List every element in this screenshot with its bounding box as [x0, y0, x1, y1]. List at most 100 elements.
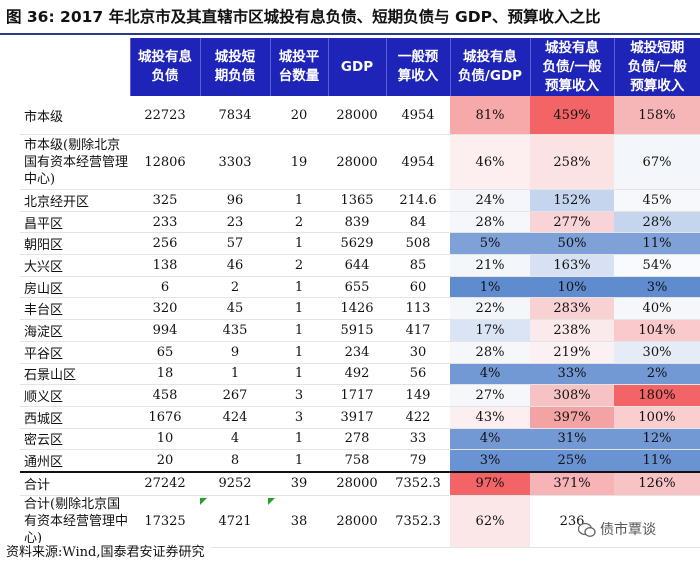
title-divider [0, 33, 700, 35]
table-row: 市本级(剔除北京国有资本经营管理中心) 12806 3303 19 28000 4954 4… [20, 134, 700, 190]
cell-rev: 84 [386, 211, 450, 234]
figure-title: 图 36: 2017 年北京市及其直辖市区城投有息负债、短期负债与 GDP、预算… [6, 8, 601, 26]
cell-rev: 56 [386, 363, 450, 386]
table-row: 朝阳区 256 57 1 5629 508 5% 50% 11% [20, 232, 700, 256]
header-corner [20, 38, 130, 96]
ratio-cell: 283% [530, 297, 614, 321]
cell-short: 9 [200, 341, 270, 364]
cell-short: 3303 [200, 134, 270, 190]
ratio-cell: 219% [530, 341, 614, 364]
table-row: 市本级 22723 7834 20 28000 4954 81% 459% 158% [20, 96, 700, 135]
cell-count: 3 [270, 384, 328, 407]
ratio-cell: 104% [614, 319, 700, 342]
ratio-cell: 67% [614, 134, 700, 190]
ratio-cell: 397% [530, 406, 614, 429]
cell-short: 96 [200, 189, 270, 212]
row-label: 市本级(剔除北京国有资本经营管理中心) [20, 134, 130, 190]
cell-rev: 60 [386, 276, 450, 299]
ratio-cell: 5% [450, 232, 530, 256]
header-short-debt: 城投短 期负债 [199, 38, 270, 96]
cell-short: 45 [200, 297, 270, 321]
cell-gdp: 644 [328, 254, 386, 277]
cell-debt: 27242 [130, 470, 200, 496]
header-budget-revenue: 一般预 算收入 [385, 38, 450, 96]
ratio-cell: 2% [614, 363, 700, 386]
ratio-cell: 27% [450, 384, 530, 407]
cell-rev: 417 [386, 319, 450, 342]
cell-debt: 17325 [130, 495, 200, 548]
cell-short: 1 [200, 363, 270, 386]
ratio-cell: 277% [530, 211, 614, 234]
cell-debt: 256 [130, 232, 200, 256]
debt-ratio-table: 城投有息 负债 城投短 期负债 城投平 台数量 GDP 一般预 算收入 城投有息 负债/G… [20, 38, 700, 548]
ratio-cell: 126% [614, 470, 700, 496]
cell-short: 435 [200, 319, 270, 342]
ratio-cell: 11% [614, 449, 700, 473]
row-label: 石景山区 [20, 363, 130, 386]
table-row: 西城区 1676 424 3 3917 422 43% 397% 100% [20, 406, 700, 429]
cell-short: 46 [200, 254, 270, 277]
cell-gdp: 492 [328, 363, 386, 386]
cell-rev: 113 [386, 297, 450, 321]
ratio-cell: 180% [614, 384, 700, 407]
cell-gdp: 234 [328, 341, 386, 364]
ratio-cell: 17% [450, 319, 530, 342]
cell-gdp: 1426 [328, 297, 386, 321]
ratio-cell: 308% [530, 384, 614, 407]
row-label: 海淀区 [20, 319, 130, 342]
cell-rev: 422 [386, 406, 450, 429]
cell-debt: 6 [130, 276, 200, 299]
ratio-cell: 11% [614, 232, 700, 256]
cell-gdp: 5915 [328, 319, 386, 342]
cell-debt: 325 [130, 189, 200, 212]
ratio-cell: 12% [614, 428, 700, 451]
header-debt-revenue-ratio: 城投有息 负债/一般 预算收入 [529, 38, 614, 96]
cell-count: 39 [270, 470, 328, 496]
cell-short: 4 [200, 428, 270, 451]
cell-rev: 508 [386, 232, 450, 256]
cell-count: 2 [270, 254, 328, 277]
table-row: 房山区 6 2 1 655 60 1% 10% 3% [20, 276, 700, 299]
cell-count: 1 [270, 232, 328, 256]
ratio-cell: 97% [450, 470, 530, 496]
header-debt: 城投有息 负债 [129, 38, 200, 96]
ratio-cell: 3% [614, 276, 700, 299]
row-label: 合计(剔除北京国有资本经营管理中心) [20, 495, 130, 548]
cell-debt: 233 [130, 211, 200, 234]
row-label: 西城区 [20, 406, 130, 429]
table-row: 平谷区 65 9 1 234 30 28% 219% 30% [20, 341, 700, 364]
ratio-cell: 54% [614, 254, 700, 277]
ratio-cell: 371% [530, 470, 614, 496]
table-row: 合计(剔除北京国有资本经营管理中心) 17325 4721 38 28000 7352.3… [20, 495, 700, 548]
row-label: 房山区 [20, 276, 130, 299]
cell-gdp: 28000 [328, 470, 386, 496]
row-label: 朝阳区 [20, 232, 130, 256]
cell-gdp: 28000 [328, 134, 386, 190]
cell-count: 1 [270, 297, 328, 321]
table-row: 石景山区 18 1 1 492 56 4% 33% 2% [20, 363, 700, 386]
table-row: 丰台区 320 45 1 1426 113 22% 283% 40% [20, 297, 700, 321]
cell-debt: 20 [130, 449, 200, 473]
ratio-cell: 1% [450, 276, 530, 299]
ratio-cell: 50% [530, 232, 614, 256]
ratio-cell: 258% [530, 134, 614, 190]
ratio-cell: 459% [530, 96, 614, 135]
ratio-cell: 152% [530, 189, 614, 212]
table-row: 合计 27242 9252 39 28000 7352.3 97% 371% 126% [20, 470, 700, 496]
row-label: 昌平区 [20, 211, 130, 234]
cell-count: 20 [270, 96, 328, 135]
ratio-cell: 30% [614, 341, 700, 364]
cell-debt: 18 [130, 363, 200, 386]
cell-rev: 7352.3 [386, 495, 450, 548]
ratio-cell: 43% [450, 406, 530, 429]
cell-debt: 10 [130, 428, 200, 451]
ratio-cell: 28% [450, 211, 530, 234]
cell-count: 1 [270, 363, 328, 386]
ratio-cell: 81% [450, 96, 530, 135]
cell-gdp: 5629 [328, 232, 386, 256]
chat-bubble-icon [578, 522, 596, 537]
ratio-cell: 46% [450, 134, 530, 190]
row-label: 顺义区 [20, 384, 130, 407]
cell-rev: 7352.3 [386, 470, 450, 496]
ratio-cell: 163% [530, 254, 614, 277]
